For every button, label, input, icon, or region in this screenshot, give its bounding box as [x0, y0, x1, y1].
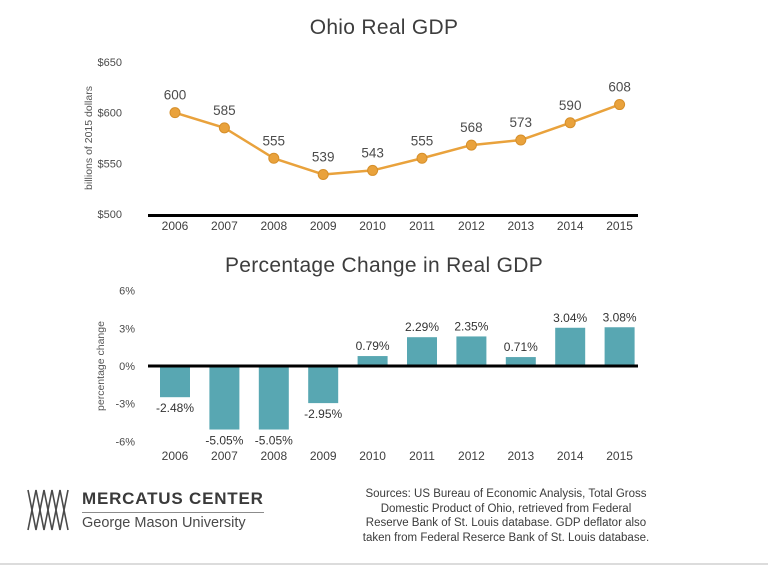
- x-tick-label-2006: 2006: [162, 449, 189, 463]
- value-label-2009: 539: [312, 149, 335, 164]
- x-tick-label-2009: 2009: [310, 219, 337, 233]
- sources-note: Sources: US Bureau of Economic Analysis,…: [362, 488, 650, 544]
- y-tick-label: -3%: [115, 399, 135, 411]
- value-label-2012: 2.35%: [454, 319, 488, 333]
- value-label-2007: 585: [213, 103, 236, 118]
- x-tick-label-2015: 2015: [606, 449, 633, 463]
- value-label-2014: 590: [559, 98, 582, 113]
- bar-2008: [258, 366, 289, 430]
- y-axis-label: billions of 2015 dollars: [83, 86, 95, 190]
- x-tick-label-2011: 2011: [409, 219, 435, 233]
- value-label-2015: 608: [608, 80, 631, 95]
- x-tick-label-2013: 2013: [507, 449, 534, 463]
- mercatus-logo-icon: [27, 489, 69, 531]
- logo-divider: [82, 512, 264, 513]
- x-tick-label-2013: 2013: [507, 219, 534, 233]
- x-tick-label-2014: 2014: [557, 219, 584, 233]
- logo-text-block: MERCATUS CENTER George Mason University: [82, 489, 264, 531]
- y-axis-label: percentage change: [95, 321, 107, 411]
- value-label-2011: 2.29%: [405, 320, 439, 334]
- bar-2009: [308, 366, 339, 404]
- bar-2012: [456, 336, 487, 366]
- y-tick-label: 0%: [119, 361, 135, 373]
- value-label-2013: 0.71%: [504, 340, 538, 354]
- bar-2011: [407, 337, 437, 366]
- x-tick-label-2006: 2006: [162, 219, 189, 233]
- y-tick-label: 3%: [119, 323, 135, 335]
- bar-chart-title: Percentage Change in Real GDP: [224, 254, 544, 277]
- value-label-2006: -2.48%: [156, 401, 194, 415]
- y-tick-label: -6%: [115, 436, 135, 448]
- logo-university: George Mason University: [82, 515, 246, 531]
- line-chart-title: Ohio Real GDP: [309, 16, 459, 39]
- value-label-2006: 600: [164, 88, 187, 103]
- bar-2015: [604, 327, 635, 366]
- value-label-2012: 568: [460, 120, 483, 135]
- bar-2013: [505, 357, 536, 366]
- x-tick-label-2008: 2008: [260, 449, 287, 463]
- y-tick-label: $550: [98, 158, 122, 170]
- x-tick-label-2007: 2007: [211, 449, 238, 463]
- x-tick-label-2011: 2011: [409, 449, 435, 463]
- x-tick-label-2008: 2008: [260, 219, 287, 233]
- x-tick-label-2012: 2012: [458, 449, 485, 463]
- y-tick-label: $600: [98, 108, 122, 120]
- x-tick-label-2014: 2014: [557, 449, 584, 463]
- gdp-change-bar-chart: 6% 3% 0% -3% -6% percentage change -2.48% 2006 -…: [95, 286, 638, 463]
- value-label-2015: 3.08%: [603, 310, 637, 324]
- bar-2010: [357, 356, 388, 366]
- logo-org-name: MERCATUS CENTER: [82, 489, 264, 508]
- value-label-2010: 0.79%: [356, 339, 390, 353]
- gdp-trend-line: [174, 103, 621, 176]
- x-tick-label-2010: 2010: [359, 449, 386, 463]
- x-tick-label-2007: 2007: [211, 219, 238, 233]
- value-label-2007: -5.05%: [205, 434, 243, 448]
- x-tick-label-2010: 2010: [359, 219, 386, 233]
- value-label-2013: 573: [510, 115, 533, 130]
- value-label-2008: 555: [263, 133, 286, 148]
- bar-2014: [555, 327, 586, 366]
- data-point-2014: [564, 117, 576, 129]
- bar-2007: [209, 366, 240, 430]
- value-label-2010: 543: [361, 145, 384, 160]
- data-point-2009: [317, 168, 329, 180]
- gdp-line-chart: $650 $600 $550 $500 billions of 2015 dollars…: [83, 57, 638, 233]
- mercatus-logo: MERCATUS CENTER George Mason University: [26, 488, 264, 532]
- x-tick-label-2009: 2009: [310, 449, 337, 463]
- data-point-2006: [169, 107, 181, 119]
- value-label-2009: -2.95%: [304, 407, 342, 421]
- x-tick-label-2012: 2012: [458, 219, 485, 233]
- bar-2006: [160, 366, 190, 398]
- data-point-2015: [614, 99, 626, 111]
- value-label-2011: 555: [411, 133, 434, 148]
- y-tick-label: $500: [98, 209, 122, 221]
- x-tick-label-2015: 2015: [606, 219, 633, 233]
- data-point-2008: [268, 152, 280, 164]
- data-point-2011: [416, 152, 428, 164]
- data-point-2007: [218, 122, 230, 134]
- data-point-2012: [465, 139, 477, 151]
- y-tick-label: 6%: [119, 286, 135, 298]
- data-point-2013: [515, 134, 527, 146]
- data-point-2010: [367, 164, 379, 176]
- y-tick-label: $650: [98, 57, 122, 69]
- value-label-2014: 3.04%: [553, 311, 587, 325]
- value-label-2008: -5.05%: [255, 434, 293, 448]
